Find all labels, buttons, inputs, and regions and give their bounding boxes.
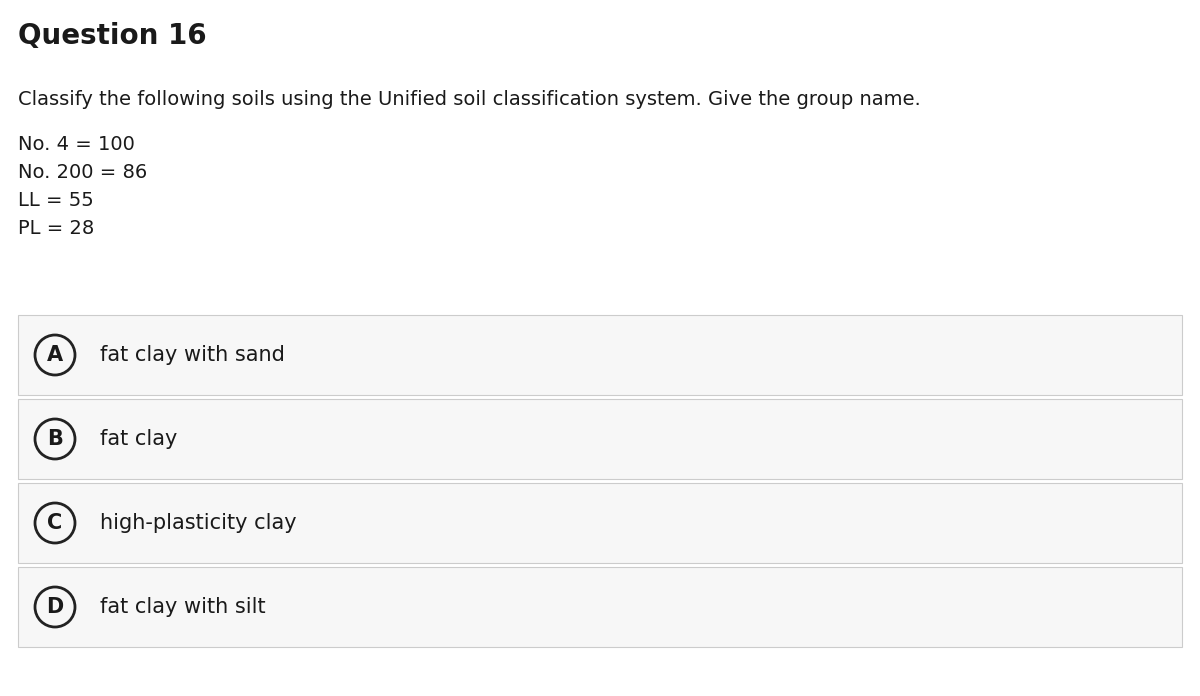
FancyBboxPatch shape (18, 483, 1182, 563)
Text: B: B (47, 429, 62, 449)
Text: A: A (47, 345, 64, 365)
Text: No. 200 = 86: No. 200 = 86 (18, 163, 148, 182)
Text: fat clay with sand: fat clay with sand (100, 345, 284, 365)
Text: No. 4 = 100: No. 4 = 100 (18, 135, 134, 154)
Text: D: D (47, 597, 64, 617)
Text: PL = 28: PL = 28 (18, 219, 95, 238)
Ellipse shape (35, 419, 74, 459)
Ellipse shape (35, 503, 74, 543)
Text: LL = 55: LL = 55 (18, 191, 94, 210)
Text: high-plasticity clay: high-plasticity clay (100, 513, 296, 533)
FancyBboxPatch shape (18, 567, 1182, 647)
Text: Classify the following soils using the Unified soil classification system. Give : Classify the following soils using the U… (18, 90, 920, 109)
Text: C: C (47, 513, 62, 533)
Text: fat clay with silt: fat clay with silt (100, 597, 265, 617)
Text: Question 16: Question 16 (18, 22, 206, 50)
FancyBboxPatch shape (18, 315, 1182, 395)
Text: fat clay: fat clay (100, 429, 178, 449)
Ellipse shape (35, 335, 74, 375)
Ellipse shape (35, 587, 74, 627)
FancyBboxPatch shape (18, 399, 1182, 479)
